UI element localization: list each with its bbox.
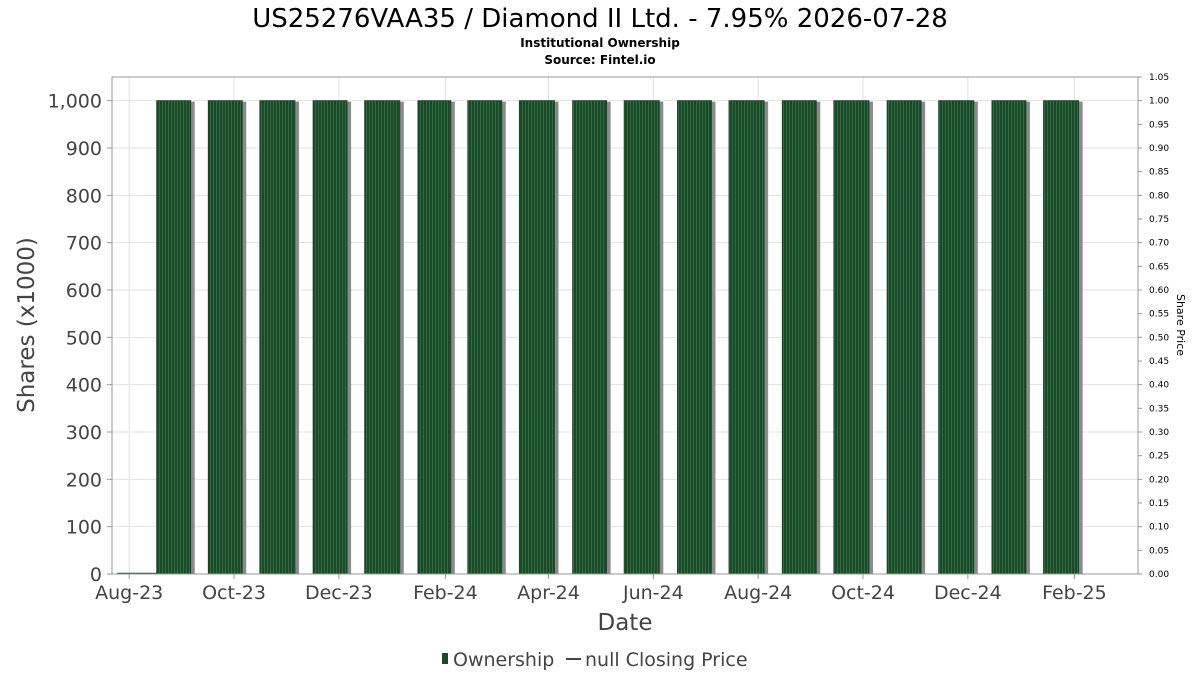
- x-tick-label: Dec-24: [934, 582, 1002, 604]
- bars: [117, 100, 1083, 575]
- ownership-bar: [259, 100, 296, 575]
- x-tick-label: Oct-23: [202, 582, 266, 604]
- y-axis-ticks: 0 100 200 300 400 500 600 700 800 900 1,000: [48, 91, 112, 586]
- bar-shadow: [1078, 101, 1083, 575]
- ownership-bar: [364, 100, 401, 575]
- x-tick-label: Aug-23: [95, 582, 163, 604]
- ownership-bar: [781, 100, 817, 575]
- ownership-bar: [467, 100, 503, 575]
- y-tick-label: 800: [66, 185, 102, 207]
- bar-shadow: [450, 101, 455, 575]
- x-axis-ticks: Aug-23 Oct-23 Dec-23 Feb-24 Apr-24 Jun-24 Aug-…: [95, 574, 1107, 604]
- y-tick-label: 700: [66, 233, 102, 255]
- y2-tick-label: 0.30: [1149, 428, 1169, 438]
- y-tick-label: 300: [66, 422, 102, 444]
- y2-tick-label: 0.40: [1149, 381, 1169, 391]
- y2-tick-label: 0.90: [1149, 144, 1169, 154]
- y2-tick-label: 0.70: [1149, 239, 1169, 249]
- x-tick-label: Aug-24: [724, 582, 792, 604]
- y-tick-label: 200: [66, 469, 102, 491]
- y2-axis-label: Share Price: [1174, 294, 1187, 356]
- bar-shadow: [501, 101, 506, 575]
- y2-axis-ticks: 0.00 0.05 0.10 0.15 0.20 0.25 0.30 0.35 0.40 0.45…: [1138, 73, 1169, 580]
- bar-shadow: [554, 101, 559, 575]
- ownership-bar: [518, 100, 555, 575]
- chart-source: Source: Fintel.io: [544, 53, 655, 67]
- bar-shadow: [973, 101, 978, 575]
- ownership-bar: [938, 100, 975, 575]
- x-tick-label: Jun-24: [622, 582, 684, 604]
- x-tick-label: Apr-24: [517, 582, 580, 604]
- y2-tick-label: 0.50: [1149, 333, 1169, 343]
- ownership-bar: [572, 100, 608, 575]
- ownership-bar: [886, 100, 922, 575]
- legend-ownership-swatch: [442, 653, 448, 664]
- y-tick-label: 900: [66, 138, 102, 160]
- y2-tick-label: 0.55: [1149, 310, 1169, 320]
- bar-shadow: [816, 101, 821, 575]
- bar-shadow: [347, 101, 352, 575]
- y2-tick-label: 0.20: [1149, 475, 1169, 485]
- y-tick-label: 500: [66, 327, 102, 349]
- chart-subtitle: Institutional Ownership: [520, 36, 680, 50]
- y2-tick-label: 0.25: [1149, 452, 1169, 462]
- x-tick-label: Oct-24: [831, 582, 895, 604]
- bar-shadow: [190, 101, 195, 575]
- y2-tick-label: 0.35: [1149, 404, 1169, 414]
- y2-tick-label: 1.05: [1149, 73, 1169, 83]
- y2-tick-label: 0.65: [1149, 262, 1169, 272]
- bar-shadow: [764, 101, 769, 575]
- legend-ownership-label: Ownership: [453, 649, 554, 671]
- y2-tick-label: 0.85: [1149, 168, 1169, 178]
- x-tick-label: Dec-23: [305, 582, 373, 604]
- ownership-bar: [312, 100, 348, 575]
- y-tick-label: 600: [66, 280, 102, 302]
- x-tick-label: Feb-25: [1042, 582, 1107, 604]
- legend-price-label: null Closing Price: [585, 649, 748, 671]
- ownership-bar: [1043, 100, 1080, 575]
- ownership-bar: [991, 100, 1027, 575]
- bar-shadow: [1025, 101, 1030, 575]
- ownership-bar: [417, 100, 452, 575]
- y2-tick-label: 0.80: [1149, 191, 1169, 201]
- y2-tick-label: 0.95: [1149, 120, 1169, 130]
- y2-tick-label: 0.05: [1149, 546, 1169, 556]
- y-tick-label: 400: [66, 375, 102, 397]
- bar-shadow: [399, 101, 404, 575]
- ownership-bar: [156, 100, 192, 575]
- x-axis-label: Date: [598, 610, 653, 636]
- y-tick-label: 1,000: [48, 91, 102, 113]
- ownership-bar: [833, 100, 870, 575]
- ownership-bar: [623, 100, 660, 575]
- y2-tick-label: 0.10: [1149, 523, 1169, 533]
- x-tick-label: Feb-24: [413, 582, 478, 604]
- bar-shadow: [659, 101, 664, 575]
- plot-frame: [111, 76, 1139, 575]
- bar-shadow: [868, 101, 873, 575]
- ownership-bar: [728, 100, 765, 575]
- bar-shadow: [711, 101, 716, 575]
- bar-shadow: [606, 101, 611, 575]
- y2-tick-label: 0.60: [1149, 286, 1169, 296]
- y2-tick-label: 0.00: [1149, 570, 1169, 580]
- y2-tick-label: 0.45: [1149, 357, 1169, 367]
- chart-title: US25276VAA35 / Diamond II Ltd. - 7.95% 2…: [252, 4, 948, 34]
- y2-tick-label: 1.00: [1149, 97, 1169, 107]
- ownership-bar: [677, 100, 712, 575]
- ownership-bar: [207, 100, 243, 575]
- bar-shadow: [242, 101, 247, 575]
- y2-tick-label: 0.75: [1149, 215, 1169, 225]
- y-tick-label: 100: [66, 517, 102, 539]
- y-tick-label: 0: [90, 564, 102, 586]
- y2-tick-label: 0.15: [1149, 499, 1169, 509]
- legend: Ownership null Closing Price: [442, 649, 748, 671]
- bar-shadow: [294, 101, 299, 575]
- y-axis-label: Shares (x1000): [14, 237, 40, 413]
- bar-shadow: [921, 101, 926, 575]
